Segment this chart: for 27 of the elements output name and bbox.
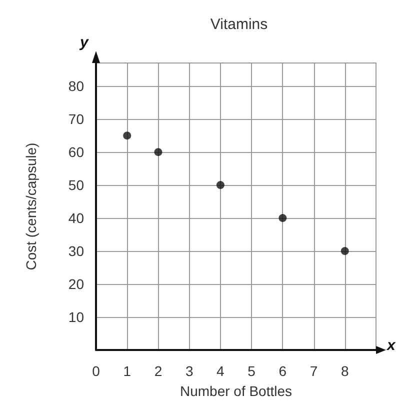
chart-title: Vitamins (210, 16, 268, 33)
x-tick-label: 5 (248, 363, 256, 379)
x-tick-label: 4 (216, 363, 225, 379)
x-tick-label: 6 (278, 363, 287, 379)
x-axis-title: Number of Bottles (180, 383, 292, 399)
text: y (79, 34, 89, 51)
x-tick-label: 2 (154, 363, 162, 379)
x-tick-label: 1 (123, 363, 132, 379)
point (154, 148, 162, 156)
point (216, 181, 224, 190)
x-tick-label: 0 (92, 363, 100, 379)
y-tick-label: 40 (68, 210, 84, 226)
text: x (386, 337, 396, 354)
point (123, 132, 132, 140)
y-tick-label: 10 (68, 309, 84, 326)
y-tick-label: 30 (68, 243, 84, 260)
point (340, 247, 349, 256)
x-tick-label: 7 (310, 363, 318, 379)
x-tick-label: 8 (340, 363, 349, 379)
y-axis-title: Cost (cents/capsule) (23, 142, 39, 270)
y-tick-label: 20 (68, 276, 84, 292)
y-tick-label: 80 (68, 78, 84, 94)
x-tick-label: 3 (185, 363, 194, 379)
point (278, 214, 287, 222)
y-tick-label: 60 (68, 144, 84, 160)
y-tick-label: 70 (68, 111, 84, 128)
y-tick-label: 50 (68, 177, 84, 194)
